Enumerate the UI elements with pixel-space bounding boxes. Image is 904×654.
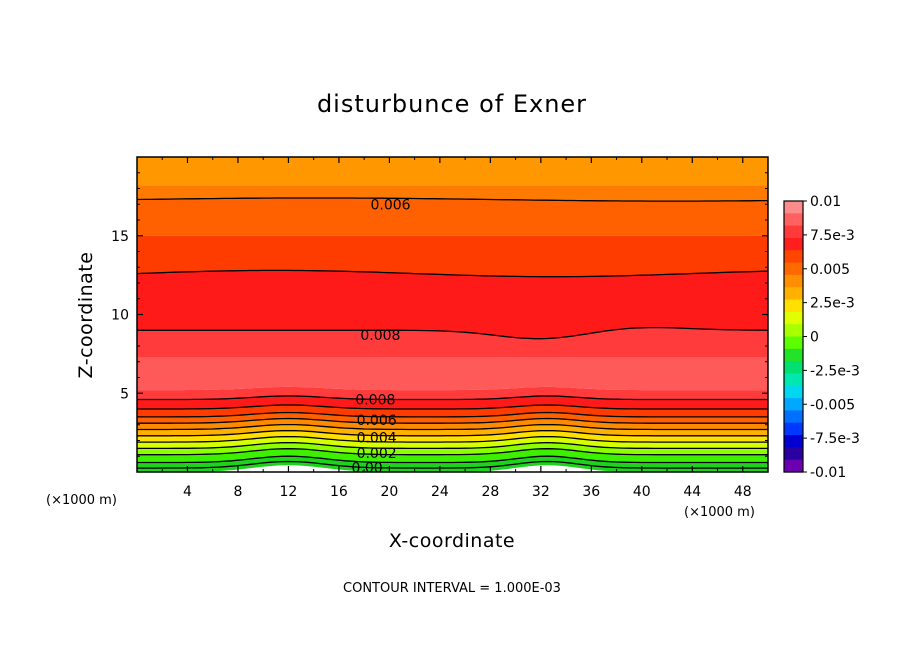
colorbar-swatch [784, 262, 803, 276]
contour-band-3 [137, 235, 768, 277]
colorbar-label: -2.5e-3 [810, 363, 860, 379]
contour-fill [137, 157, 768, 472]
contour-band-7 [137, 386, 768, 400]
contour-band-0 [137, 157, 768, 186]
contour-line-11 [137, 448, 768, 456]
x-tick-label: 48 [734, 484, 752, 500]
contour-band-1 [137, 185, 768, 202]
chart-title: disturbunce of Exner [317, 90, 587, 118]
y-axis-ticks: 5 10 15 [111, 172, 768, 457]
contour-line-4 [137, 404, 768, 410]
colorbar-swatch [784, 398, 803, 412]
x-tick-label: 40 [633, 484, 651, 500]
contour-label-0: 0.006 [370, 197, 410, 213]
contour-label-5: 0.002 [357, 446, 397, 462]
x-tick-label: 28 [481, 484, 499, 500]
contour-label-1: 0.008 [360, 328, 400, 344]
colorbar-label: 7.5e-3 [810, 228, 855, 244]
colorbar-swatch [784, 459, 803, 473]
colorbar-swatch [784, 311, 803, 325]
contour-band-4 [137, 270, 768, 339]
contour-label-4: 0.004 [357, 430, 397, 446]
y-tick-label: 10 [111, 308, 129, 324]
x-tick-label: 44 [683, 484, 701, 500]
contour-band-10 [137, 412, 768, 424]
contour-line-8 [137, 429, 768, 437]
colorbar-swatch [784, 435, 803, 448]
x-tick-label: 24 [431, 484, 449, 500]
x-tick-label: 4 [183, 484, 192, 500]
y-axis-unit: (×1000 m) [46, 493, 117, 508]
x-tick-label: 32 [532, 484, 550, 500]
colorbar-swatch [784, 361, 803, 375]
colorbar-label: -7.5e-3 [810, 431, 860, 447]
x-tick-label: 8 [233, 484, 242, 500]
contour-line-10 [137, 441, 768, 450]
colorbar-swatch [784, 385, 803, 399]
colorbar-swatch [784, 410, 803, 424]
contour-band-12 [137, 424, 768, 436]
contour-label-2: 0.008 [355, 393, 395, 409]
colorbar-swatch [784, 250, 803, 264]
contour-band-5 [137, 327, 768, 357]
contour-line-13 [137, 460, 768, 469]
contour-line-9 [137, 435, 768, 443]
contour-band-9 [137, 405, 768, 417]
x-axis-label: X-coordinate [389, 530, 515, 552]
contour-line-6 [137, 417, 768, 424]
colorbar-swatch [784, 422, 803, 436]
contour-lines [136, 197, 769, 469]
colorbar-swatch [784, 225, 803, 239]
colorbar-swatch [784, 201, 803, 214]
contour-band-11 [137, 418, 768, 430]
contour-band-6 [137, 357, 768, 391]
contour-line-1 [136, 269, 769, 278]
contour-line-3 [137, 395, 768, 401]
colorbar-swatch [784, 213, 803, 227]
contour-label-3: 0.006 [357, 413, 397, 429]
x-tick-label: 12 [280, 484, 298, 500]
colorbar-label: -0.005 [810, 397, 855, 413]
colorbar-swatch [784, 348, 803, 362]
colorbar-label: 2.5e-3 [810, 296, 855, 312]
contour-label-6: 0.00 [352, 460, 383, 476]
colorbar-swatch [784, 336, 803, 350]
x-tick-label: 16 [330, 484, 348, 500]
x-axis-unit: (×1000 m) [684, 505, 755, 520]
contour-line-12 [137, 455, 768, 464]
contour-band-17 [137, 456, 768, 472]
y-tick-label: 15 [111, 229, 129, 245]
colorbar-swatch [784, 324, 803, 338]
colorbar-swatch [784, 274, 803, 288]
colorbar-swatch [784, 299, 803, 313]
contour-band-2 [137, 198, 768, 236]
x-axis-ticks: 4 8 12 16 20 24 28 32 36 40 44 48 [161, 157, 752, 500]
x-tick-label: 36 [582, 484, 600, 500]
contour-line-0 [136, 197, 768, 202]
contour-line-7 [137, 423, 768, 431]
contour-band-16 [137, 448, 768, 463]
y-tick-label: 5 [120, 386, 129, 402]
colorbar-swatch [784, 287, 803, 301]
colorbar-label: 0.01 [810, 194, 841, 210]
y-axis-label: Z-coordinate [75, 252, 97, 379]
colorbar-label: 0 [810, 330, 819, 346]
colorbar-swatch [784, 373, 803, 387]
colorbar: 0.01 7.5e-3 0.005 2.5e-3 0 -2.5e-3 -0.005 -7.5e… [783, 194, 860, 481]
colorbar-swatch [784, 237, 803, 251]
colorbar-swatch [784, 447, 803, 461]
x-tick-label: 20 [380, 484, 398, 500]
contour-line-5 [137, 411, 768, 418]
contour-interval-note: CONTOUR INTERVAL = 1.000E-03 [343, 581, 561, 596]
colorbar-label: -0.01 [810, 465, 846, 481]
colorbar-label: 0.005 [810, 262, 850, 278]
contour-line-2 [137, 326, 768, 340]
